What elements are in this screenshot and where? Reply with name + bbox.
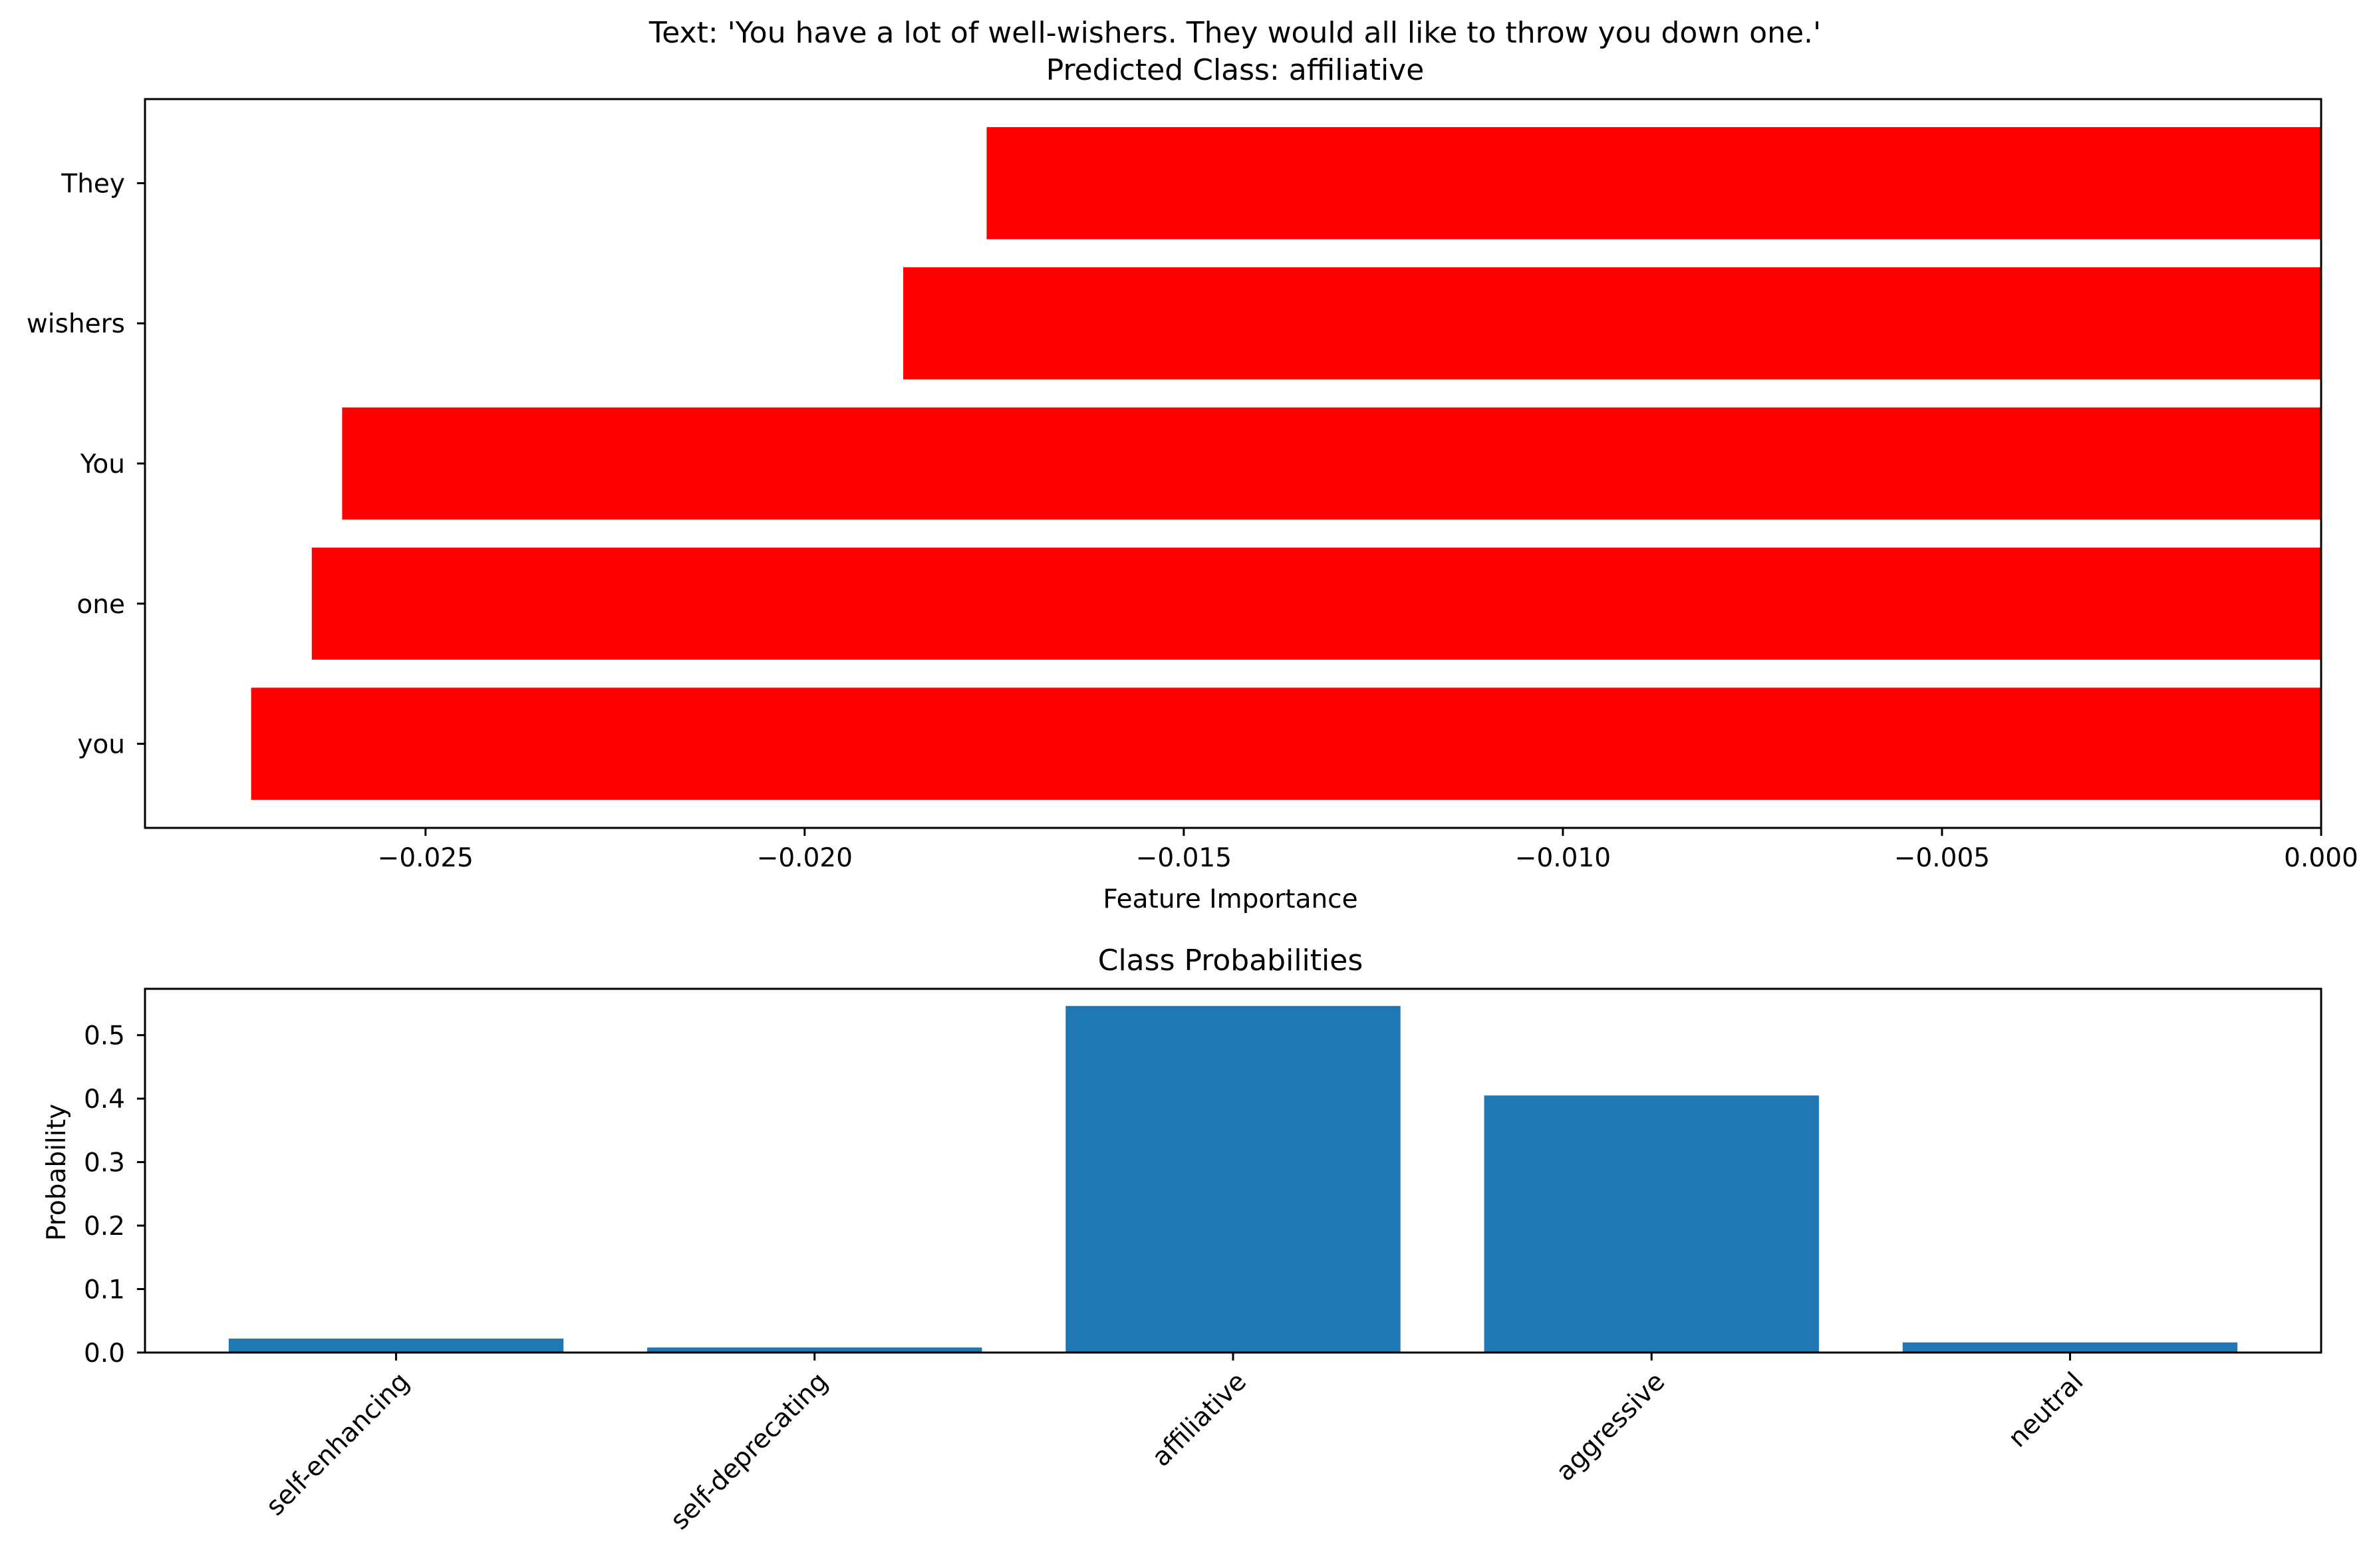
x-tick-label: −0.010 — [1515, 843, 1611, 873]
class-probability-bar — [1484, 1095, 1819, 1353]
y-tick-label: 0.4 — [84, 1085, 125, 1114]
feature-importance-x-ticks: −0.025 −0.020 −0.015 −0.010 −0.005 0.000 — [378, 828, 2358, 873]
chart-title-predicted-class: Predicted Class: affiliative — [1046, 53, 1425, 87]
feature-bar — [903, 267, 2321, 380]
feature-importance-bars — [251, 127, 2322, 800]
y-tick-label: 0.0 — [84, 1339, 125, 1369]
y-tick-label: 0.3 — [84, 1148, 125, 1178]
feature-bar — [311, 547, 2321, 660]
class-probability-axes-frame — [144, 987, 2322, 1354]
y-tick-label: They — [61, 169, 125, 199]
class-probability-bar — [228, 1338, 564, 1353]
y-tick-label: you — [77, 730, 125, 760]
class-probability-y-ticks: 0.0 0.1 0.2 0.3 0.4 0.5 — [84, 1021, 145, 1369]
x-axis-label: Feature Importance — [1103, 884, 1357, 914]
y-tick-label: You — [80, 450, 125, 479]
y-tick-label: wishers — [27, 309, 125, 339]
chart-title-class-probabilities: Class Probabilities — [1098, 944, 1363, 978]
feature-bar — [342, 407, 2322, 520]
x-tick-label: −0.025 — [378, 843, 474, 873]
x-tick-label: −0.015 — [1136, 843, 1232, 873]
y-tick-label: 0.5 — [84, 1021, 125, 1051]
x-tick-label: −0.005 — [1894, 843, 1990, 873]
feature-bar — [251, 688, 2321, 800]
feature-importance-chart: Text: 'You have a lot of well-wishers. T… — [27, 16, 2358, 914]
y-tick-label: one — [76, 590, 125, 620]
feature-bar — [986, 127, 2321, 239]
feature-importance-y-ticks: you one You wishers They — [27, 169, 145, 760]
y-tick-label: 0.2 — [84, 1212, 125, 1241]
chart-title-text: Text: 'You have a lot of well-wishers. T… — [648, 16, 1821, 50]
class-probability-bar — [1065, 1005, 1401, 1353]
feature-importance-axes-frame — [144, 98, 2322, 829]
class-probability-bars — [228, 1005, 2238, 1353]
y-tick-label: 0.1 — [84, 1275, 125, 1305]
x-tick-label: 0.000 — [2284, 843, 2358, 873]
y-axis-label: Probability — [42, 1104, 72, 1241]
class-probability-bar — [647, 1347, 982, 1353]
class-probability-bar — [1902, 1342, 2238, 1353]
x-tick-label: −0.020 — [757, 843, 853, 873]
